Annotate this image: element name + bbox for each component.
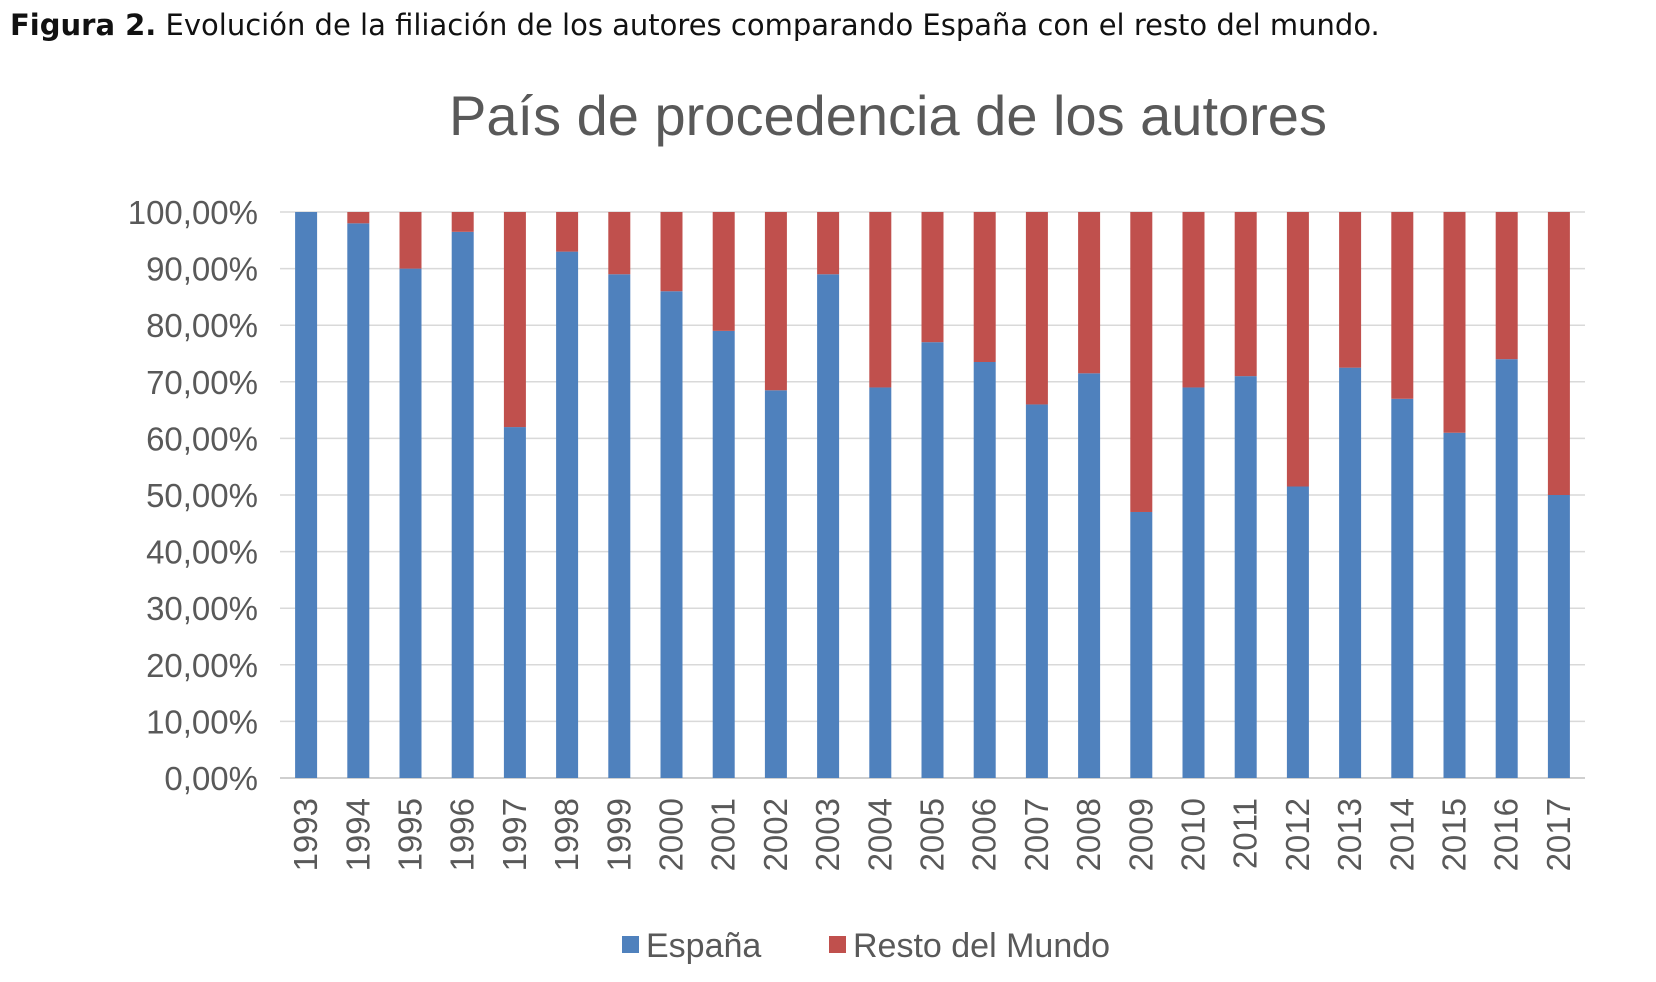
- bar-resto-del-mundo: [1130, 212, 1153, 512]
- bar-resto-del-mundo: [451, 212, 474, 232]
- bar-resto-del-mundo: [1286, 212, 1309, 487]
- bar-resto-del-mundo: [764, 212, 787, 391]
- legend-swatch-resto-del-mundo: [829, 936, 846, 953]
- bar-espana: [1339, 367, 1362, 778]
- bar-resto-del-mundo: [869, 212, 892, 388]
- y-tick-label: 20,00%: [146, 647, 258, 684]
- bar-resto-del-mundo: [399, 212, 422, 269]
- bar-espana: [1495, 359, 1518, 778]
- bar-espana: [295, 212, 318, 778]
- bar-espana: [347, 223, 370, 778]
- chart-title: País de procedencia de los autores: [449, 84, 1327, 147]
- bar-resto-del-mundo: [608, 212, 631, 275]
- x-axis: 1993 1994 1995 1996 1997 1998 1999 2000 2001 2002…: [287, 798, 1577, 871]
- bar-espana: [1286, 486, 1309, 778]
- legend: España Resto del Mundo: [622, 927, 1110, 965]
- bar-espana: [1547, 495, 1570, 778]
- bar-resto-del-mundo: [556, 212, 579, 252]
- bar-resto-del-mundo: [660, 212, 683, 292]
- bars: [295, 212, 1570, 778]
- y-tick-label: 80,00%: [146, 307, 258, 344]
- x-tick-label: 2010: [1175, 798, 1212, 871]
- x-tick-label: 2009: [1122, 798, 1159, 871]
- bar-resto-del-mundo: [817, 212, 840, 275]
- bar-espana: [1182, 387, 1205, 778]
- x-tick-label: 1999: [600, 798, 637, 871]
- bar-resto-del-mundo: [1443, 212, 1466, 433]
- bar-espana: [660, 291, 683, 778]
- x-tick-label: 2005: [914, 798, 951, 871]
- x-tick-label: 2003: [809, 798, 846, 871]
- bar-resto-del-mundo: [1078, 212, 1101, 374]
- bar-espana: [503, 427, 526, 778]
- x-tick-label: 1994: [339, 798, 376, 871]
- bar-resto-del-mundo: [1025, 212, 1048, 405]
- bar-resto-del-mundo: [1547, 212, 1570, 495]
- bar-espana: [869, 387, 892, 778]
- x-tick-label: 1993: [287, 798, 324, 871]
- x-tick-label: 2016: [1488, 798, 1525, 871]
- x-tick-label: 2004: [861, 798, 898, 871]
- bar-espana: [399, 268, 422, 778]
- x-tick-label: 2007: [1018, 798, 1055, 871]
- bar-espana: [556, 251, 579, 778]
- bar-espana: [451, 231, 474, 778]
- x-tick-label: 2015: [1436, 798, 1473, 871]
- bar-resto-del-mundo: [503, 212, 526, 428]
- bar-resto-del-mundo: [347, 212, 370, 224]
- bar-resto-del-mundo: [1234, 212, 1257, 377]
- x-tick-label: 2006: [966, 798, 1003, 871]
- x-tick-label: 1995: [392, 798, 429, 871]
- x-tick-label: 2013: [1331, 798, 1368, 871]
- x-tick-label: 2014: [1383, 798, 1420, 871]
- x-tick-label: 1998: [548, 798, 585, 871]
- bar-espana: [764, 390, 787, 778]
- y-tick-label: 90,00%: [146, 251, 258, 288]
- figure-caption-text: Evolución de la filiación de los autores…: [156, 8, 1380, 42]
- bar-espana: [1234, 376, 1257, 778]
- bar-espana: [1025, 404, 1048, 778]
- legend-label-resto-del-mundo: Resto del Mundo: [853, 927, 1110, 965]
- y-tick-label: 30,00%: [146, 590, 258, 627]
- y-tick-label: 10,00%: [146, 703, 258, 740]
- bar-resto-del-mundo: [921, 212, 944, 343]
- bar-espana: [1443, 432, 1466, 778]
- x-tick-label: 2000: [653, 798, 690, 871]
- bar-resto-del-mundo: [1495, 212, 1518, 360]
- bar-espana: [608, 274, 631, 778]
- bar-espana: [1130, 511, 1153, 778]
- legend-swatch-espana: [622, 936, 639, 953]
- x-tick-label: 1996: [444, 798, 481, 871]
- bar-resto-del-mundo: [1339, 212, 1362, 368]
- bar-resto-del-mundo: [712, 212, 735, 331]
- bar-espana: [1391, 398, 1414, 778]
- y-tick-label: 0,00%: [164, 760, 258, 797]
- y-tick-label: 70,00%: [146, 364, 258, 401]
- y-tick-label: 60,00%: [146, 420, 258, 457]
- x-tick-label: 2002: [757, 798, 794, 871]
- figure-label: Figura 2.: [10, 8, 157, 42]
- y-tick-label: 50,00%: [146, 477, 258, 514]
- bar-espana: [712, 330, 735, 778]
- bar-resto-del-mundo: [973, 212, 996, 362]
- bar-espana: [921, 342, 944, 778]
- bar-espana: [1078, 373, 1101, 778]
- bar-espana: [817, 274, 840, 778]
- bar-espana: [973, 361, 996, 778]
- x-tick-label: 2012: [1279, 798, 1316, 871]
- y-tick-label: 100,00%: [128, 194, 258, 231]
- x-tick-label: 2011: [1227, 798, 1264, 869]
- legend-label-espana: España: [646, 927, 761, 965]
- x-tick-label: 2008: [1070, 798, 1107, 871]
- bar-resto-del-mundo: [1182, 212, 1205, 388]
- x-tick-label: 1997: [496, 798, 533, 871]
- y-axis: 0,00% 10,00% 20,00% 30,00% 40,00% 50,00% 60,00…: [128, 194, 258, 797]
- x-tick-label: 2017: [1540, 798, 1577, 871]
- x-tick-label: 2001: [705, 798, 742, 871]
- bar-resto-del-mundo: [1391, 212, 1414, 399]
- y-tick-label: 40,00%: [146, 534, 258, 571]
- figure-caption: Figura 2. Evolución de la filiación de l…: [10, 8, 1380, 42]
